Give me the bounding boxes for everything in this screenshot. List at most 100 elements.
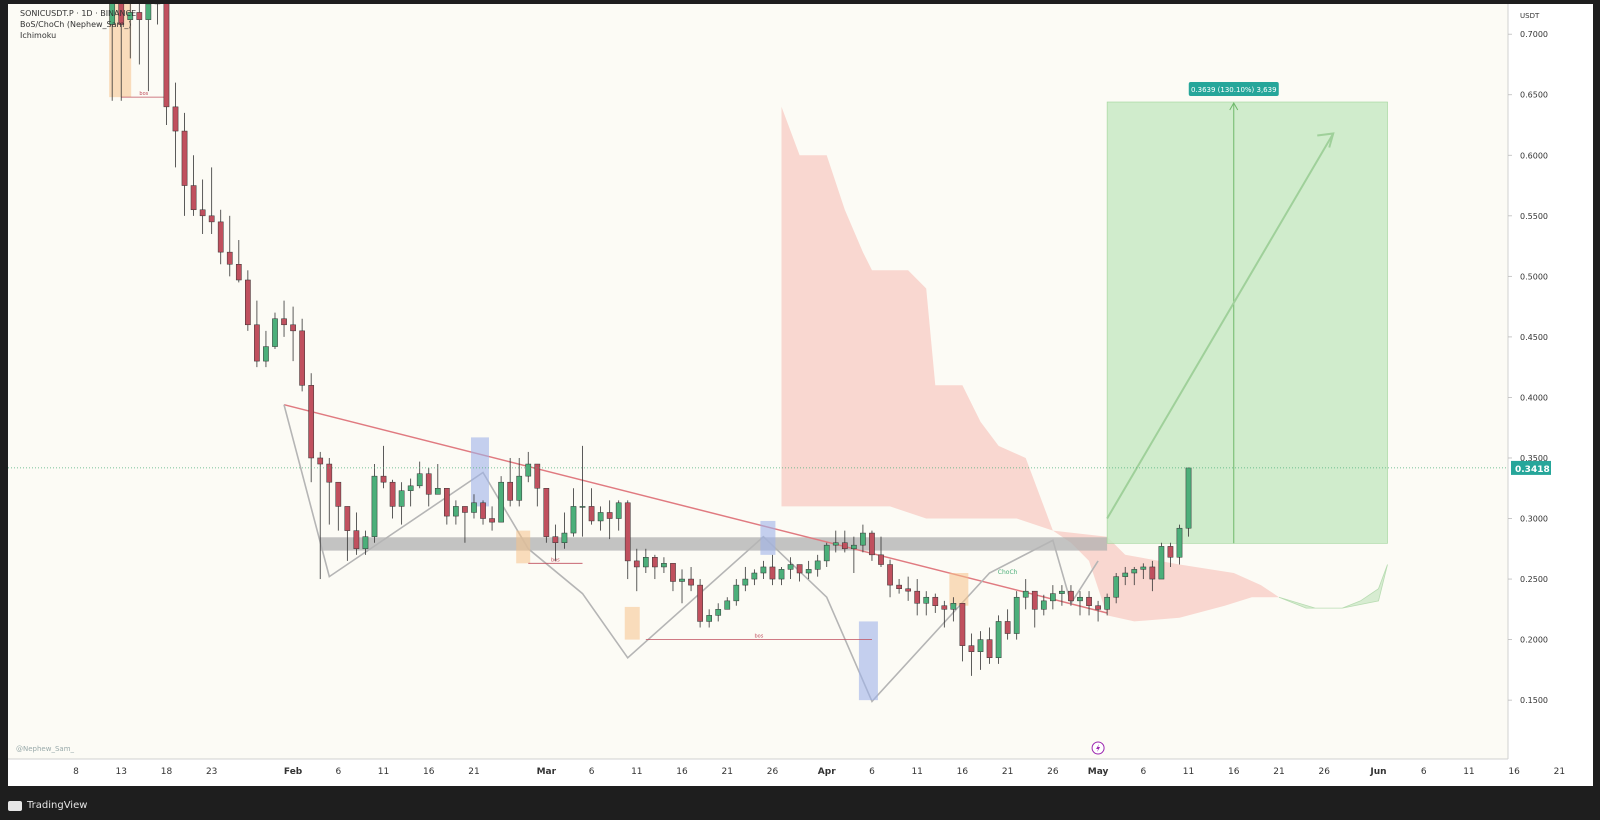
candle xyxy=(1077,591,1083,616)
candle-body xyxy=(787,564,794,570)
candle xyxy=(624,500,631,580)
candle-body xyxy=(480,502,486,519)
candle-body xyxy=(1077,596,1083,602)
candle xyxy=(633,548,640,592)
time-tick-label: 21 xyxy=(468,767,479,777)
candle-body xyxy=(652,557,658,568)
candle-body xyxy=(190,185,197,211)
candle xyxy=(498,476,504,523)
candle-body xyxy=(353,530,360,550)
candle-body xyxy=(462,506,468,513)
candle xyxy=(172,82,179,168)
candle xyxy=(823,542,830,567)
candle-body xyxy=(1013,596,1020,634)
candle xyxy=(254,300,260,368)
candle-body xyxy=(624,502,631,562)
indicator-ichimoku[interactable]: Ichimoku xyxy=(20,31,57,40)
candle xyxy=(1113,573,1120,604)
candle-body xyxy=(995,621,1002,659)
candle xyxy=(389,479,396,519)
candle-body xyxy=(977,639,984,652)
candle xyxy=(1149,560,1156,592)
target-label: 0.3639 (130.10%) 3,639 xyxy=(1191,86,1277,94)
price-tick-label: 0.5500 xyxy=(1520,212,1548,221)
candle xyxy=(950,597,957,622)
candle-body xyxy=(715,609,722,616)
candlestick-chart[interactable]: 0.3639 (130.10%) 3,639bosbosbosChoChUSDT… xyxy=(8,0,1593,786)
time-tick-label: 6 xyxy=(1140,767,1146,777)
candle xyxy=(136,0,143,65)
candle-body xyxy=(1059,590,1065,594)
candle-body xyxy=(923,596,930,604)
target-label-box xyxy=(1188,82,1279,97)
candle-body xyxy=(263,346,269,362)
candle xyxy=(199,179,206,234)
time-tick-label: 26 xyxy=(767,767,779,777)
time-tick-label: 6 xyxy=(335,767,341,777)
candle xyxy=(317,451,324,580)
indicator-bos-choch[interactable]: BoS/ChoCh (Nephew_Sam_) xyxy=(20,20,132,29)
candle-body xyxy=(1158,546,1165,580)
candle xyxy=(1140,563,1147,580)
watermark: @Nephew_Sam_ xyxy=(16,745,75,753)
candle-body xyxy=(1104,596,1110,610)
candle-body xyxy=(1149,566,1156,580)
candle-body xyxy=(308,385,315,459)
candle-body xyxy=(896,584,902,589)
candle-body xyxy=(670,563,676,582)
candle xyxy=(905,576,911,601)
candle xyxy=(1068,585,1074,606)
candle xyxy=(977,631,984,670)
candle-body xyxy=(235,264,242,281)
candle-body xyxy=(597,512,604,522)
time-tick-label: 23 xyxy=(206,767,217,777)
candle xyxy=(443,488,450,525)
candle-body xyxy=(706,615,712,622)
time-tick-label: 11 xyxy=(911,767,922,777)
time-tick-label: 21 xyxy=(722,767,733,777)
time-tick-label: 18 xyxy=(161,767,173,777)
order-block-5 xyxy=(760,520,776,555)
candle xyxy=(127,0,134,59)
time-tick-label: 6 xyxy=(1421,767,1427,777)
tradingview-logo[interactable]: TradingView xyxy=(8,800,87,811)
candle xyxy=(471,494,477,519)
time-tick-label: Apr xyxy=(818,767,836,777)
candle xyxy=(335,481,342,531)
candle-body xyxy=(1122,572,1129,577)
time-tick-label: 6 xyxy=(869,767,875,777)
candle-body xyxy=(932,596,939,606)
candle xyxy=(778,566,785,586)
candle xyxy=(371,464,378,543)
time-tick-label: Mar xyxy=(537,767,557,777)
candle-body xyxy=(851,544,857,550)
candle-body xyxy=(579,506,586,508)
candle xyxy=(507,457,514,507)
candle xyxy=(579,445,586,537)
price-tick-label: 0.4500 xyxy=(1520,333,1548,342)
candle xyxy=(163,0,170,126)
candle xyxy=(534,463,541,507)
candle xyxy=(1050,585,1056,610)
candle xyxy=(896,579,902,594)
chart-area[interactable]: 0.3639 (130.10%) 3,639bosbosbosChoChUSDT… xyxy=(8,0,1593,786)
candle xyxy=(606,500,613,540)
candle-body xyxy=(688,578,694,586)
candle xyxy=(362,530,369,555)
price-tick-label: 0.5000 xyxy=(1520,272,1548,281)
projection-arrowhead xyxy=(1317,132,1335,148)
candle-body xyxy=(471,502,477,513)
candle-body xyxy=(679,578,685,582)
symbol-title[interactable]: SONICUSDT.P · 1D · BINANCE xyxy=(20,9,137,18)
candle xyxy=(398,482,405,525)
candle xyxy=(570,488,577,537)
time-tick-label: 26 xyxy=(1047,767,1059,777)
candle-body xyxy=(878,554,884,565)
candle-body xyxy=(398,490,405,507)
tradingview-brand: TradingView xyxy=(27,800,88,811)
time-tick-label: 16 xyxy=(676,767,688,777)
ichimoku-cloud-bearish xyxy=(781,106,1279,622)
candle xyxy=(670,563,676,592)
candle xyxy=(615,500,622,531)
candle xyxy=(353,512,360,555)
